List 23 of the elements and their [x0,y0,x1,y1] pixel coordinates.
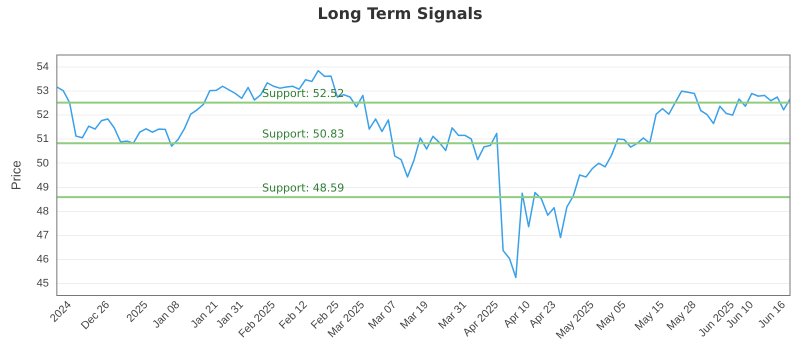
x-tick-label: May 05 [594,298,629,333]
x-tick-label: Feb 12 [277,298,310,332]
y-tick-label: 53 [36,85,49,98]
x-tick-label: May 28 [664,298,699,333]
y-tick-label: 46 [36,253,49,266]
ref-line-label: Support: 48.59 [262,182,344,194]
y-tick-label: 50 [36,157,49,170]
y-tick-label: 47 [36,229,49,242]
x-tick-label: May 15 [632,298,667,333]
x-tick-label: Mar 07 [366,298,399,332]
y-tick-label: 49 [36,181,49,194]
y-tick-label: 45 [36,278,49,290]
y-tick-label: 51 [36,133,49,146]
y-tick-label: 48 [36,205,49,218]
chart-title: Long Term Signals [316,4,484,23]
y-tick-label: 54 [36,61,49,74]
x-tick-label: Jan 08 [150,298,182,331]
y-tick-label: 52 [36,109,49,122]
ref-line-label: Support: 50.83 [262,128,344,141]
y-axis-title: Price [8,160,24,190]
x-tick-label: Mar 19 [398,298,431,332]
x-tick-label: Dec 26 [78,298,112,332]
x-tick-label: Jun 16 [756,298,788,331]
